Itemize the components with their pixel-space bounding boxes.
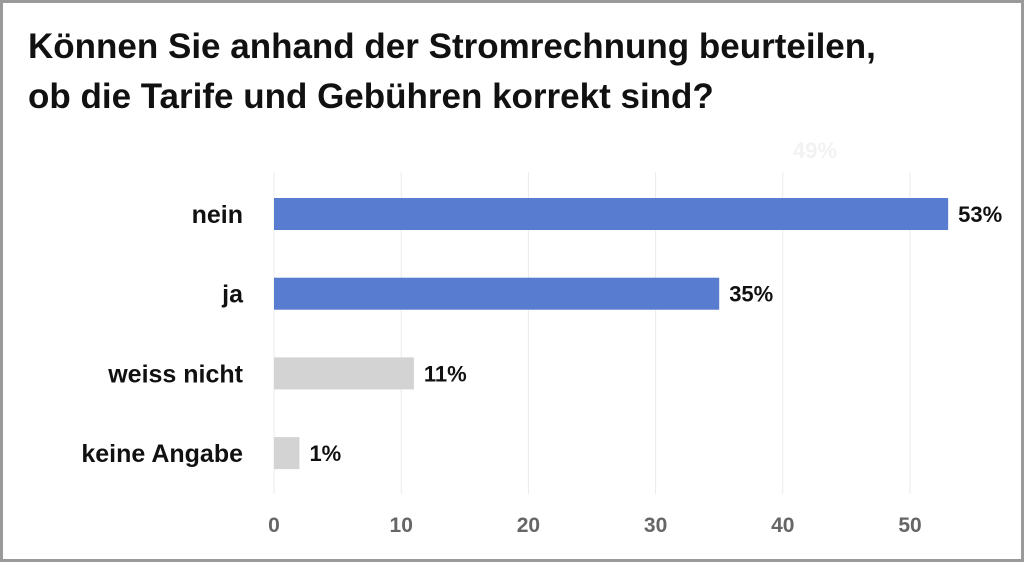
category-label: weiss nicht [107,360,243,388]
data-label: 35% [729,282,773,307]
data-label: 53% [958,202,1002,227]
data-label: 11% [424,361,467,386]
x-tick-label: 40 [771,514,794,537]
x-tick-label: 20 [517,514,540,537]
bar [274,437,300,470]
bar [274,277,720,310]
x-tick-label: 10 [390,514,413,537]
title-line-1: Können Sie anhand der Stromrechnung beur… [28,27,876,66]
category-label: ja [221,281,244,309]
title-line-2: ob die Tarife und Gebühren korrekt sind? [28,77,714,116]
data-label: 1% [309,441,341,466]
faint-annotation: 49% [793,138,837,163]
x-tick-label: 30 [644,514,667,537]
x-tick-label: 0 [268,514,280,537]
category-label: nein [192,201,243,229]
category-label: keine Angabe [81,440,243,468]
x-tick-label: 50 [898,514,921,537]
bar [274,357,414,390]
bar [274,198,949,230]
chart-title: Können Sie anhand der Stromrechnung beur… [28,22,876,122]
